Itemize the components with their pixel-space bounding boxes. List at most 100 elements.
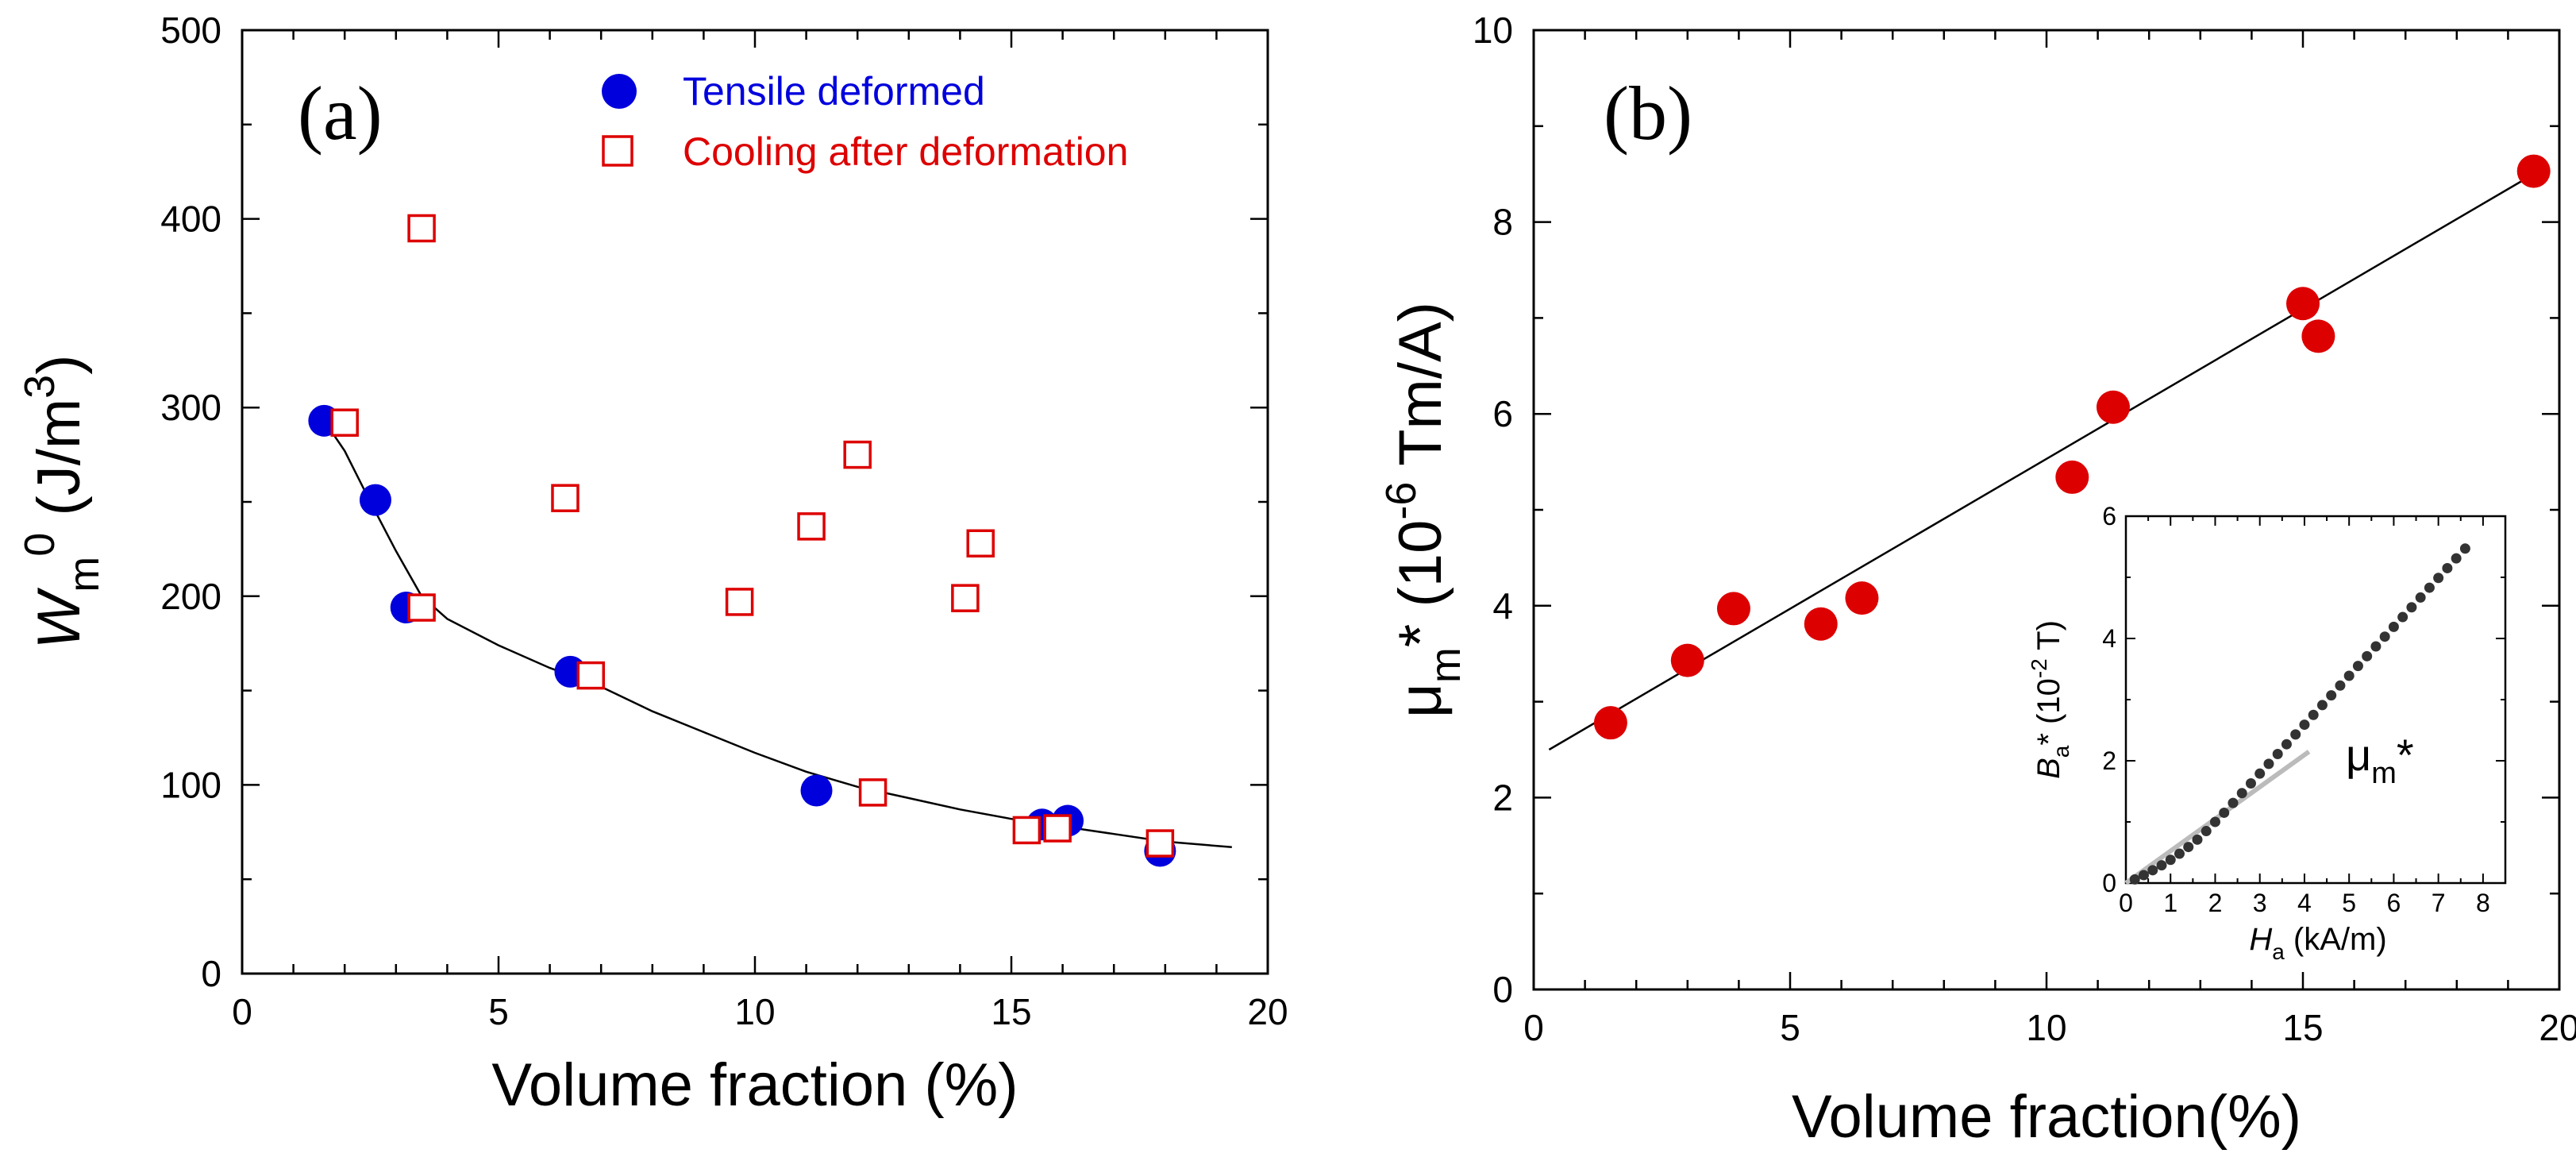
inset-point: [2272, 749, 2283, 760]
inset-point: [2424, 582, 2435, 593]
inset-x-axis-title: Ha (kA/m): [2249, 922, 2386, 964]
legend-marker-cooling: [602, 135, 633, 167]
cooling-point: [797, 512, 826, 541]
inset-point: [2370, 641, 2382, 652]
cooling-point: [407, 593, 436, 622]
a-y-tick-label: 100: [160, 764, 221, 805]
cooling-point: [576, 661, 606, 690]
inset-point: [2308, 709, 2319, 720]
panel-b-point: [1593, 706, 1627, 740]
inset-point: [2254, 768, 2266, 779]
cooling-point: [843, 440, 872, 469]
inset-point: [2406, 602, 2417, 613]
a-x-tick-label: 5: [488, 991, 509, 1032]
inset-point: [2201, 826, 2212, 837]
inset-point: [2245, 777, 2256, 789]
panel-a-legend: Tensile deformed Cooling after deformati…: [602, 69, 1128, 174]
panel-b-point: [2096, 390, 2130, 424]
panel-b-point: [2286, 287, 2320, 321]
b-x-tick-label: 15: [2282, 1007, 2323, 1048]
inset-point: [2299, 719, 2310, 731]
panel-a-x-axis-title: Volume fraction (%): [491, 1051, 1018, 1119]
i-x-tick-label: 6: [2387, 889, 2401, 917]
inset-point: [2415, 592, 2426, 603]
legend-marker-tensile: [602, 74, 637, 109]
panel-b-point: [2055, 460, 2089, 494]
panel-a-ticks: [241, 29, 1269, 975]
inset-point: [2335, 680, 2346, 691]
i-y-tick-label: 0: [2102, 869, 2116, 897]
inset-point: [2281, 739, 2292, 750]
panel-a-y-axis-title: Wm0 (J/m3): [16, 355, 108, 650]
cooling-point: [966, 529, 995, 558]
a-y-tick-label: 200: [160, 576, 221, 617]
inset-tick-labels: 0 1 2 3 4 5 6 7 8 0 2 4 6: [2102, 502, 2490, 917]
inset-point: [2228, 797, 2239, 808]
a-y-tick-label: 0: [201, 953, 221, 994]
b-y-tick-label: 8: [1492, 202, 1513, 243]
cooling-point: [725, 588, 754, 616]
inset-ticks: [2125, 515, 2506, 884]
panel-b-point: [2516, 154, 2551, 188]
panel-b-y-axis-title: μm* (10-6 Tm/A): [1377, 302, 1469, 718]
i-x-tick-label: 1: [2163, 889, 2177, 917]
inset-point: [2388, 621, 2399, 632]
inset-point: [2352, 661, 2363, 672]
cooling-point: [1012, 816, 1042, 845]
inset-point: [2459, 543, 2470, 554]
a-y-tick-label: 500: [160, 10, 221, 51]
cooling-point: [330, 408, 359, 437]
inset-point: [2236, 788, 2247, 799]
inset-point: [2219, 807, 2230, 818]
panel-b-point: [1804, 607, 1838, 641]
panel-b-ticks: [1532, 29, 2561, 991]
a-x-tick-label: 20: [1247, 991, 1288, 1032]
inset-point: [2263, 758, 2274, 770]
panel-b-point: [2301, 319, 2335, 353]
inset-markers: [2129, 543, 2470, 885]
panel-b-x-axis-title: Volume fraction(%): [1792, 1083, 2301, 1151]
inset-point: [2147, 865, 2158, 876]
cooling-point: [407, 214, 436, 243]
inset-point: [2433, 573, 2444, 584]
inset-point: [2209, 816, 2220, 827]
inset-point: [2362, 650, 2373, 662]
legend-label-tensile: Tensile deformed: [683, 69, 985, 114]
b-y-tick-label: 0: [1492, 969, 1513, 1010]
b-x-tick-label: 20: [2539, 1007, 2576, 1048]
inset-point: [2379, 631, 2390, 642]
a-x-tick-label: 15: [991, 991, 1031, 1032]
inset-point: [2183, 842, 2194, 853]
i-x-tick-label: 0: [2119, 889, 2133, 917]
i-x-tick-label: 3: [2253, 889, 2267, 917]
panel-b-markers: [1593, 154, 2551, 740]
panel-b-label: (b): [1604, 71, 1692, 156]
panel-b-inset: 0 1 2 3 4 5 6 7 8 0 2 4 6 μm* Ha (kA/m) Ba* (10-2 T): [2027, 502, 2507, 964]
a-x-tick-label: 0: [232, 991, 252, 1032]
i-x-tick-label: 7: [2432, 889, 2446, 917]
tensile-point: [800, 774, 833, 807]
b-x-tick-label: 0: [1523, 1007, 1544, 1048]
inset-point: [2165, 854, 2176, 866]
inset-mu-annotation: μm*: [2346, 730, 2414, 790]
inset-point: [2343, 670, 2355, 681]
a-y-tick-label: 300: [160, 387, 221, 428]
tensile-point: [359, 484, 391, 516]
b-y-tick-label: 10: [1473, 10, 1513, 51]
cooling-point: [1043, 814, 1072, 843]
panel-b-point: [1670, 643, 1704, 677]
i-y-tick-label: 6: [2102, 502, 2116, 530]
inset-point: [2316, 700, 2328, 711]
inset-point: [2442, 562, 2453, 573]
legend-label-cooling: Cooling after deformation: [683, 129, 1128, 174]
i-x-tick-label: 5: [2342, 889, 2356, 917]
panel-a-markers: [308, 214, 1176, 867]
inset-point: [2397, 611, 2409, 623]
inset-point: [2138, 870, 2149, 881]
panel-b-point: [1845, 581, 1879, 615]
b-x-tick-label: 5: [1780, 1007, 1800, 1048]
inset-y-axis-title: Ba* (10-2 T): [2027, 620, 2074, 779]
